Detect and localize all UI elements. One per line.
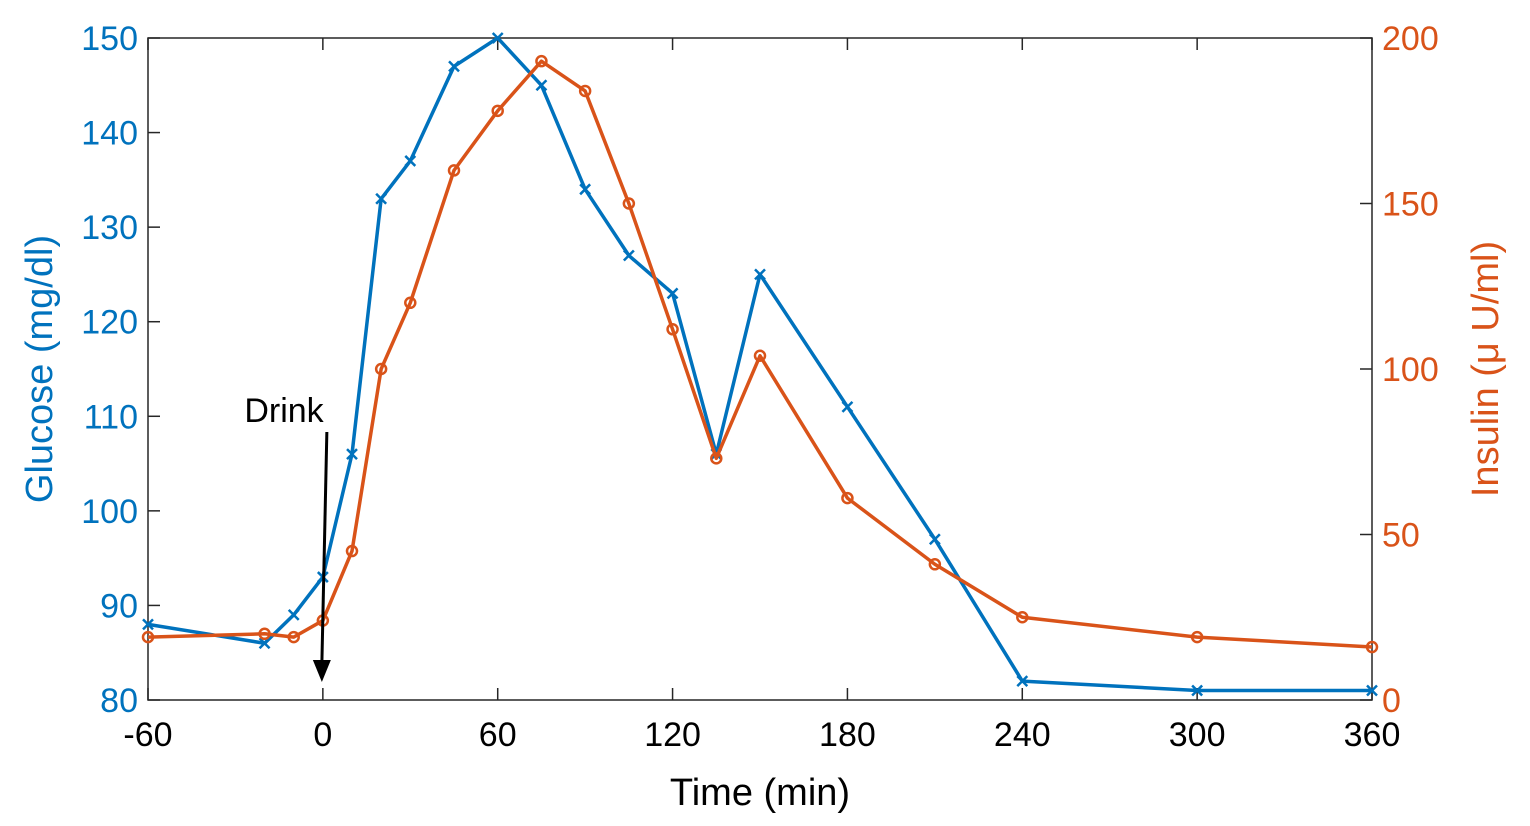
left-y-tick-label: 130	[81, 209, 138, 247]
x-tick-label: 300	[1169, 716, 1226, 754]
insulin-point	[447, 164, 461, 177]
glucose-point	[1191, 684, 1204, 697]
insulin-point	[141, 630, 155, 644]
x-tick-label: 0	[313, 716, 332, 754]
insulin-point	[666, 323, 679, 336]
insulin-point	[710, 452, 723, 465]
left-y-tick-label: 150	[81, 20, 138, 58]
glucose-point	[346, 448, 358, 460]
glucose-point	[258, 637, 271, 650]
glucose-point	[622, 249, 635, 262]
glucose-point	[535, 79, 548, 92]
left-y-axis-title: Glucose (mg/dl)	[19, 235, 61, 503]
glucose-line	[147, 36, 1372, 693]
right-y-tick-label: 100	[1382, 351, 1439, 389]
insulin-point	[535, 54, 548, 68]
insulin-point	[753, 349, 767, 363]
insulin-point	[622, 197, 636, 210]
right-y-tick-label: 0	[1382, 682, 1401, 720]
insulin-point	[258, 627, 271, 641]
glucose-point	[491, 32, 504, 44]
insulin-point	[1190, 630, 1204, 644]
left-y-tick-label: 140	[81, 115, 138, 153]
drink-arrow-head	[312, 660, 331, 682]
glucose-point	[404, 155, 417, 167]
glucose-point	[579, 183, 592, 196]
annotation-group: Drink	[244, 392, 331, 682]
insulin-point	[578, 84, 592, 98]
right-y-tick-label: 150	[1382, 186, 1439, 224]
insulin-point	[1016, 611, 1029, 624]
right-y-axis-title: Insulin (μ U/ml)	[1465, 241, 1507, 497]
right-y-tick-label: 200	[1382, 20, 1439, 58]
left-y-tick-label: 120	[81, 304, 138, 342]
insulin-point	[1365, 640, 1379, 654]
glucose-point	[287, 609, 300, 621]
x-axis-title: Time (min)	[670, 772, 850, 814]
glucose-point	[928, 533, 941, 546]
drink-annotation-label: Drink	[244, 392, 324, 430]
left-y-tick-label: 100	[81, 493, 138, 531]
ticks: -60 0 60 120 180 240 300 360 80 90 100 110 120 130 140…	[81, 20, 1438, 754]
insulin-point	[287, 630, 300, 644]
insulin-point	[491, 104, 504, 118]
insulin-point	[841, 491, 854, 505]
left-y-tick-label: 110	[84, 398, 138, 436]
glucose-point	[841, 400, 854, 413]
glucose-point	[1366, 684, 1378, 697]
series-group	[141, 32, 1379, 697]
insulin-point	[345, 544, 359, 558]
x-tick-label: 180	[819, 716, 876, 754]
x-tick-label: -60	[123, 716, 172, 754]
left-y-tick-label: 80	[100, 682, 138, 720]
glucose-point	[142, 618, 154, 631]
x-tick-label: 240	[994, 716, 1051, 754]
glucose-point	[666, 287, 679, 300]
insulin-point	[928, 558, 942, 571]
x-tick-label: 60	[479, 716, 517, 754]
glucose-point	[375, 192, 388, 205]
insulin-point	[374, 362, 388, 376]
glucose-point	[448, 60, 460, 73]
x-tick-label: 360	[1344, 716, 1401, 754]
glucose-point	[754, 268, 766, 281]
insulin-line	[147, 59, 1373, 649]
left-y-tick-label: 90	[100, 587, 138, 625]
right-y-tick-label: 50	[1382, 517, 1420, 555]
x-tick-label: 120	[644, 716, 701, 754]
drink-arrow	[320, 431, 329, 665]
insulin-point	[404, 296, 417, 310]
glucose-point	[1016, 675, 1029, 687]
